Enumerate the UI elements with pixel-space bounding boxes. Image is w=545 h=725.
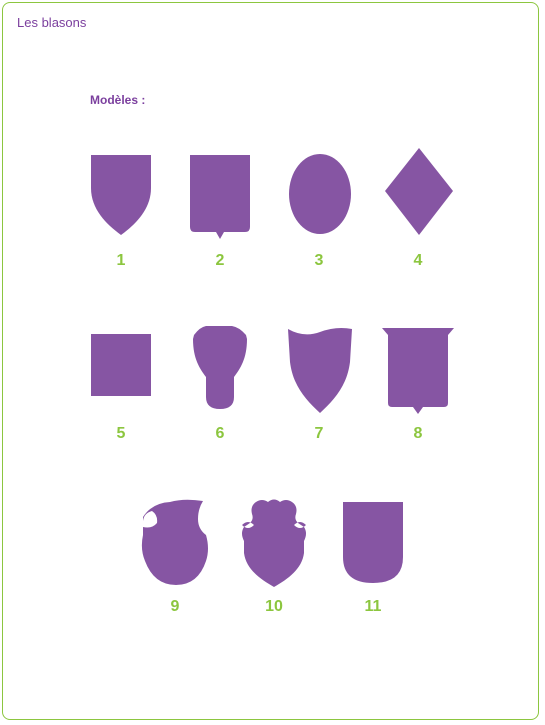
- blazon-1-shield-pointed: [90, 154, 152, 236]
- blazon-3-oval: [288, 152, 352, 236]
- model-number-9: 9: [170, 598, 180, 615]
- model-number-1: 1: [116, 252, 126, 269]
- model-number-5: 5: [116, 425, 126, 442]
- blazon-8-rectangle-flared-notched: [381, 327, 455, 415]
- model-number-3: 3: [314, 252, 324, 269]
- blazon-4-diamond: [384, 147, 454, 237]
- page-title: Les blasons: [17, 15, 87, 30]
- blazon-7-shield-wavy-top: [287, 326, 353, 414]
- section-label-models: Modèles :: [90, 93, 146, 107]
- model-number-4: 4: [413, 252, 423, 269]
- model-number-11: 11: [364, 598, 382, 615]
- blazon-9-round-cutout: [140, 499, 212, 589]
- model-number-6: 6: [215, 425, 225, 442]
- page-frame: [2, 2, 539, 720]
- blazon-2-rectangle-notched: [189, 154, 251, 240]
- model-number-7: 7: [314, 425, 324, 442]
- model-number-10: 10: [265, 598, 283, 615]
- model-number-2: 2: [215, 252, 225, 269]
- blazon-5-square: [90, 333, 152, 397]
- model-number-8: 8: [413, 425, 423, 442]
- blazon-11-shield-rounded: [342, 501, 404, 585]
- blazon-6-bottle: [190, 325, 250, 411]
- blazon-10-shield-scalloped: [238, 497, 310, 589]
